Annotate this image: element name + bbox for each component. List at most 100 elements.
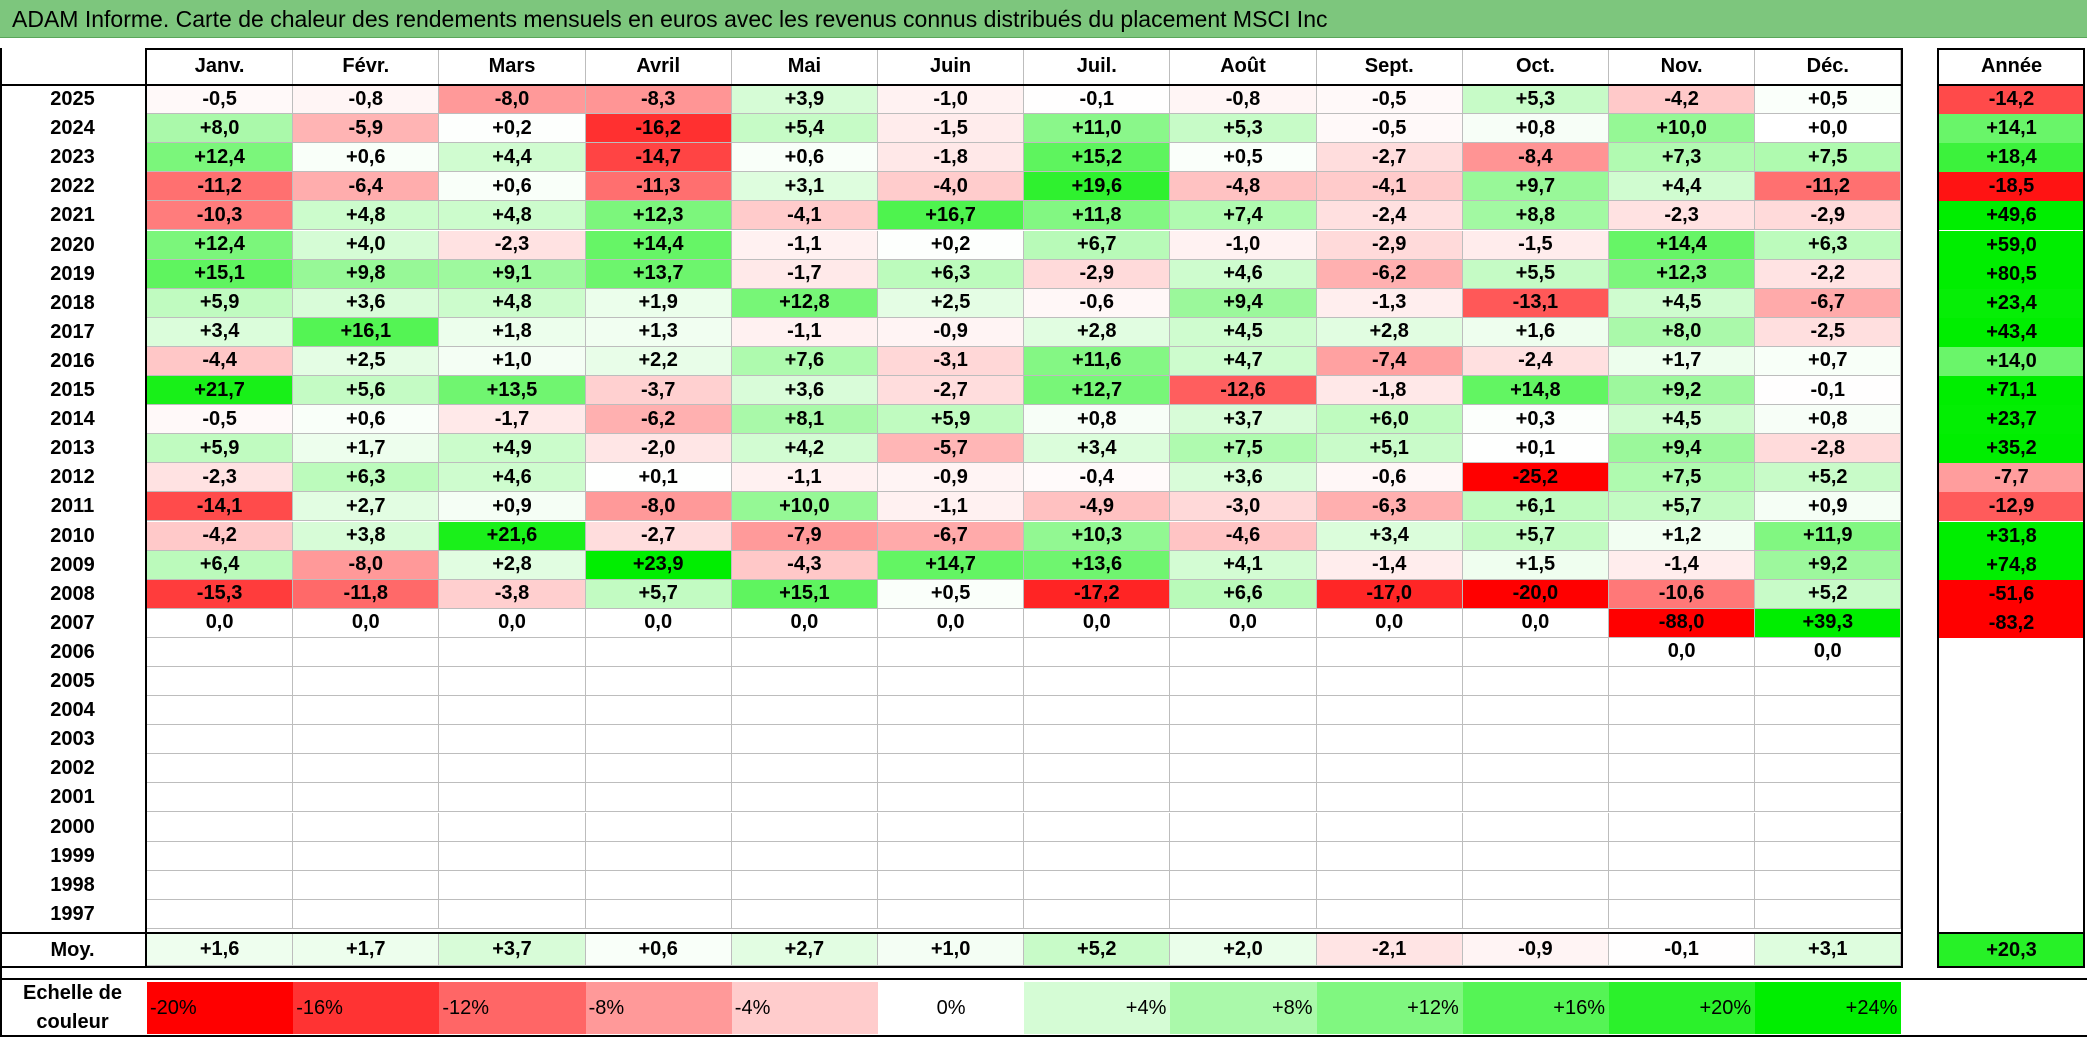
month-header: Mai	[731, 48, 878, 85]
annual-cell: +71,1	[1939, 376, 2084, 406]
heatmap-cell: -11,8	[293, 579, 440, 609]
chart-title: ADAM Informe. Carte de chaleur des rende…	[12, 6, 1328, 32]
heatmap-cell	[147, 696, 294, 726]
heatmap-cell: +0,6	[293, 143, 440, 173]
heatmap-cell	[1462, 870, 1609, 900]
heatmap-cell	[731, 812, 878, 842]
heatmap-cell	[1462, 696, 1609, 726]
heatmap-cell: +14,8	[1462, 376, 1609, 406]
heatmap-cell: +1,7	[1609, 346, 1756, 376]
average-cell: +3,7	[439, 934, 586, 966]
heatmap-cell: -4,4	[147, 346, 294, 376]
heatmap-cell: -6,7	[1755, 288, 1902, 318]
heatmap-cell: -1,1	[731, 463, 878, 493]
heatmap-cell	[878, 667, 1025, 697]
year-label: 2017	[50, 320, 95, 343]
year-label: 2023	[50, 146, 95, 169]
heatmap-cell	[585, 812, 732, 842]
heatmap-cell	[1609, 725, 1756, 755]
year-label: 2001	[50, 786, 95, 809]
heatmap-cell: +0,8	[1462, 114, 1609, 144]
heatmap-cell	[878, 812, 1025, 842]
heatmap-cell: -2,3	[439, 230, 586, 260]
heatmap-cell: +9,2	[1755, 550, 1902, 580]
year-label: 2019	[50, 262, 95, 285]
year-label: 2008	[50, 582, 95, 605]
heatmap-cell: +4,7	[1170, 346, 1317, 376]
heatmap-cell: -1,7	[731, 259, 878, 289]
heatmap-cell: +4,5	[1170, 317, 1317, 347]
heatmap-cell: +1,8	[439, 317, 586, 347]
annual-cell: -14,2	[1939, 85, 2084, 115]
heatmap-cell	[1316, 841, 1463, 871]
heatmap-cell	[878, 725, 1025, 755]
month-header: Déc.	[1755, 48, 1902, 85]
heatmap-cell: +0,7	[1755, 346, 1902, 376]
heatmap-cell: +12,4	[147, 230, 294, 260]
heatmap-cell: +16,1	[293, 317, 440, 347]
heatmap-cell: +9,2	[1609, 376, 1756, 406]
heatmap-cell	[1609, 899, 1756, 929]
heatmap-cell	[293, 725, 440, 755]
heatmap-cell: +21,7	[147, 376, 294, 406]
heatmap-cell: +4,2	[731, 434, 878, 464]
annual-header: Année	[1980, 55, 2043, 77]
annual-cell	[1939, 812, 2084, 842]
month-header: Mars	[439, 48, 586, 85]
heatmap-cell: -4,2	[147, 521, 294, 551]
heatmap-cell	[293, 841, 440, 871]
heatmap-cell: +8,8	[1462, 201, 1609, 231]
year-label: 2018	[50, 291, 95, 314]
heatmap-cell	[1755, 725, 1902, 755]
heatmap-cell	[878, 754, 1025, 784]
heatmap-cell: +11,0	[1024, 114, 1171, 144]
heatmap-cell	[1316, 899, 1463, 929]
heatmap-cell: -15,3	[147, 579, 294, 609]
heatmap-cell	[1462, 754, 1609, 784]
heatmap-cell	[439, 870, 586, 900]
average-annual-cell: +20,3	[1939, 934, 2084, 966]
heatmap-cell: -2,8	[1755, 434, 1902, 464]
year-label: 2009	[50, 553, 95, 576]
heatmap-cell: +10,0	[1609, 114, 1756, 144]
heatmap-cell: +4,8	[439, 288, 586, 318]
month-header: Juil.	[1024, 48, 1171, 85]
heatmap-cell: +2,7	[293, 492, 440, 522]
heatmap-cell	[1170, 696, 1317, 726]
heatmap-cell	[1609, 667, 1756, 697]
heatmap-cell: +8,0	[147, 114, 294, 144]
heatmap-cell	[731, 696, 878, 726]
heatmap-cell: -1,8	[878, 143, 1025, 173]
annual-cell: +23,7	[1939, 405, 2084, 435]
heatmap-cell: +5,3	[1462, 85, 1609, 115]
annual-cell: +43,4	[1939, 317, 2084, 347]
heatmap-cell: -12,6	[1170, 376, 1317, 406]
heatmap-cell: -2,0	[585, 434, 732, 464]
heatmap-cell: +3,4	[1024, 434, 1171, 464]
heatmap-cell	[439, 812, 586, 842]
annual-cell: -18,5	[1939, 172, 2084, 202]
heatmap-cell: +14,4	[585, 230, 732, 260]
heatmap-cell: +0,9	[1755, 492, 1902, 522]
heatmap-cell: 0,0	[293, 608, 440, 638]
heatmap-cell: +39,3	[1755, 608, 1902, 638]
heatmap-cell: 0,0	[439, 608, 586, 638]
heatmap-cell	[1609, 812, 1756, 842]
average-label: Moy.	[50, 938, 95, 961]
annual-cell: -12,9	[1939, 492, 2084, 522]
heatmap-cell: -5,7	[878, 434, 1025, 464]
heatmap-cell	[1462, 725, 1609, 755]
heatmap-cell: +12,3	[585, 201, 732, 231]
year-label: 2002	[50, 757, 95, 780]
heatmap-cell	[1170, 754, 1317, 784]
annual-cell: +74,8	[1939, 550, 2084, 580]
heatmap-cell	[1316, 812, 1463, 842]
heatmap-cell: 0,0	[147, 608, 294, 638]
heatmap-cell: +2,2	[585, 346, 732, 376]
heatmap-cell: +2,8	[1316, 317, 1463, 347]
year-label: 2015	[50, 379, 95, 402]
year-label: 2006	[50, 640, 95, 663]
bottom-rule	[0, 1035, 2087, 1037]
heatmap-cell	[1170, 812, 1317, 842]
